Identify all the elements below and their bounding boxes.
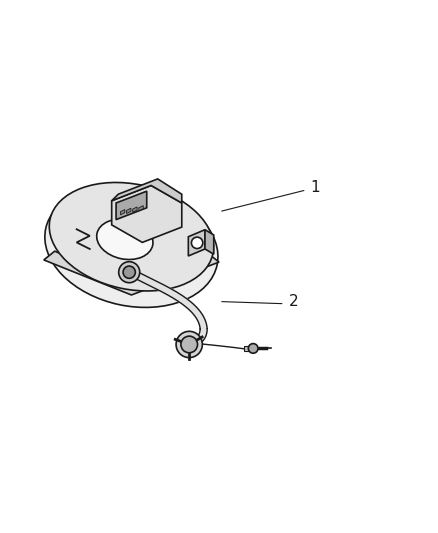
Circle shape — [123, 266, 135, 278]
Polygon shape — [205, 230, 214, 254]
Circle shape — [191, 237, 203, 248]
Circle shape — [248, 344, 258, 353]
Polygon shape — [44, 251, 219, 295]
Circle shape — [181, 336, 198, 353]
Ellipse shape — [49, 182, 214, 291]
Polygon shape — [135, 272, 207, 329]
Text: 2: 2 — [289, 294, 298, 309]
Ellipse shape — [45, 186, 218, 308]
Polygon shape — [188, 230, 205, 256]
Polygon shape — [112, 179, 182, 203]
Polygon shape — [112, 185, 182, 243]
Circle shape — [119, 262, 140, 282]
Polygon shape — [191, 329, 207, 346]
Polygon shape — [133, 207, 137, 212]
Polygon shape — [127, 208, 131, 214]
Polygon shape — [120, 209, 125, 215]
Polygon shape — [116, 191, 147, 220]
Polygon shape — [139, 206, 143, 211]
Polygon shape — [244, 346, 251, 351]
Circle shape — [176, 332, 202, 358]
Ellipse shape — [97, 219, 153, 260]
Text: 1: 1 — [311, 180, 320, 195]
